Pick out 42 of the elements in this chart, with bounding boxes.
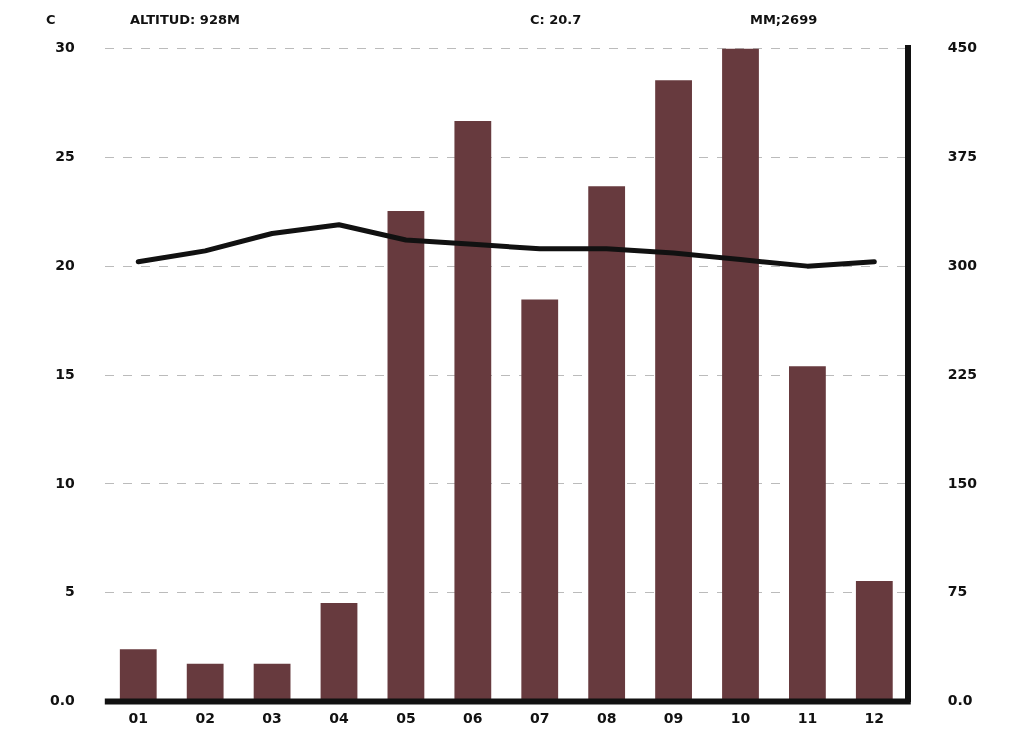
y-tick-label: 10 (55, 474, 76, 491)
y2-tick-label: 150 (947, 474, 978, 491)
y2-tick-label: 375 (947, 147, 978, 164)
x-tick-label: 06 (463, 709, 483, 726)
bar (119, 649, 157, 702)
y-tick-label: 15 (55, 365, 75, 382)
text: C: 20.7 (530, 12, 582, 27)
bar (655, 80, 692, 702)
y-tick-label: 0.0 (49, 692, 76, 709)
y-tick-label: 20 (55, 256, 76, 273)
y2-tick-label: 225 (947, 365, 978, 382)
bar (320, 602, 358, 702)
x-tick-label: 03 (262, 709, 282, 726)
bar (387, 210, 425, 702)
bar (521, 299, 559, 702)
x-tick-label: 12 (864, 709, 885, 726)
bar (253, 663, 291, 702)
x-tick-label: 11 (797, 709, 818, 726)
text: ALTITUD: 928M (130, 12, 240, 27)
bar (855, 581, 893, 702)
bar (722, 48, 759, 702)
y-tick-label: 5 (65, 583, 75, 600)
bar (186, 663, 224, 702)
x-tick-label: 08 (596, 709, 617, 726)
bar (454, 120, 492, 702)
x-tick-label: 07 (530, 709, 550, 726)
x-tick-label: 05 (396, 709, 416, 726)
y-tick-label: 25 (55, 147, 75, 164)
y-tick-label: 30 (55, 39, 76, 56)
y2-tick-label: 300 (947, 256, 978, 273)
x-tick-label: 04 (329, 709, 349, 726)
y-axis-title: C (46, 12, 56, 27)
bar (789, 366, 826, 702)
x-tick-label: 10 (730, 709, 751, 726)
text: MM;2699 (750, 12, 818, 27)
x-tick-label: 02 (195, 709, 215, 726)
y2-tick-label: 0.0 (947, 692, 973, 709)
y2-tick-label: 75 (947, 583, 968, 600)
x-tick-label: 01 (128, 709, 148, 726)
bar (588, 186, 626, 702)
x-tick-label: 09 (663, 709, 684, 726)
y2-tick-label: 450 (947, 39, 978, 56)
